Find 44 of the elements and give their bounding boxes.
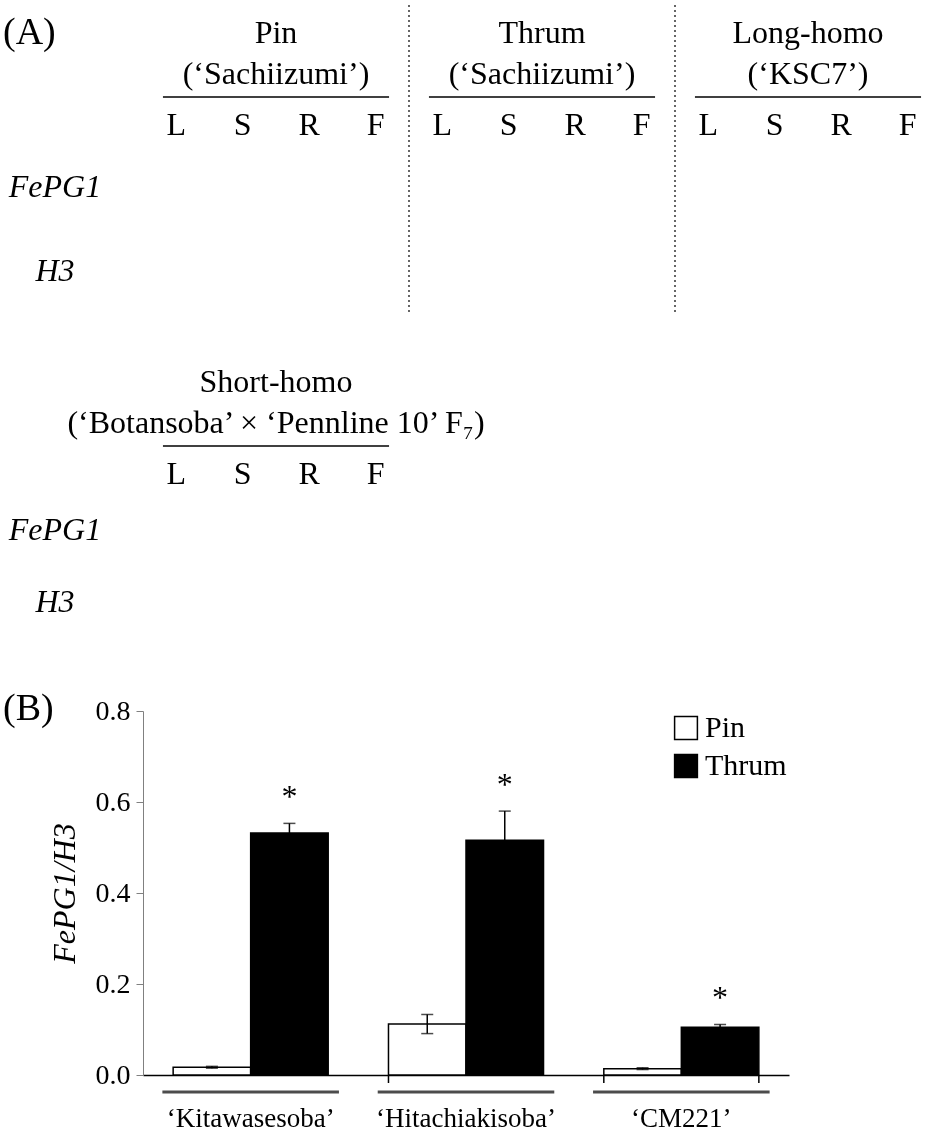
x-tick-label: ‘Hitachiakisoba’: [376, 1102, 556, 1133]
legend-label: Pin: [705, 710, 746, 743]
y-tick-label: 0.6: [95, 785, 131, 817]
category-label: F: [632, 106, 651, 142]
text: Pin: [254, 14, 298, 50]
x-tick-label: ‘Kitawasesoba’: [166, 1102, 335, 1133]
category-label: FePG1: [8, 168, 102, 204]
category-label: S: [233, 106, 252, 142]
category-label: H3: [35, 252, 75, 288]
category-label: L: [166, 455, 187, 491]
category-label: F: [366, 455, 385, 491]
data-label: *: [496, 766, 513, 803]
text: (‘Sachiizumi’): [448, 55, 636, 91]
category-label: R: [298, 106, 321, 142]
y-tick-label: 0.2: [95, 967, 131, 999]
data-label: *: [712, 979, 729, 1016]
text: Long-homo: [732, 14, 884, 50]
category-label: L: [698, 106, 719, 142]
category-label: FePG1: [8, 511, 102, 547]
text: (‘KSC7’): [747, 55, 869, 91]
y-tick-label: 0.8: [95, 694, 131, 726]
category-label: S: [499, 106, 518, 142]
category-label: L: [432, 106, 453, 142]
category-label: S: [233, 455, 252, 491]
data-label: *: [281, 778, 298, 815]
text: (‘Sachiizumi’): [182, 55, 370, 91]
text: (A): [3, 10, 56, 53]
legend-label: Thrum: [705, 748, 787, 781]
category-label: R: [298, 455, 321, 491]
category-label: F: [366, 106, 385, 142]
y-tick-label: 0.0: [95, 1058, 131, 1090]
category-label: R: [564, 106, 587, 142]
text: Short-homo: [199, 363, 353, 399]
y-tick-label: 0.4: [95, 876, 131, 908]
x-tick-label: ‘CM221’: [631, 1102, 732, 1133]
chart-title: (B): [3, 686, 54, 729]
category-label: H3: [35, 583, 75, 619]
text: Thrum: [498, 14, 586, 50]
text: (‘Botansoba’ × ‘Pennline 10’ F₇): [67, 404, 485, 440]
category-label: F: [898, 106, 917, 142]
y-axis-title: FePG1/H3: [45, 823, 82, 965]
category-label: S: [765, 106, 784, 142]
category-label: R: [830, 106, 853, 142]
category-label: L: [166, 106, 187, 142]
